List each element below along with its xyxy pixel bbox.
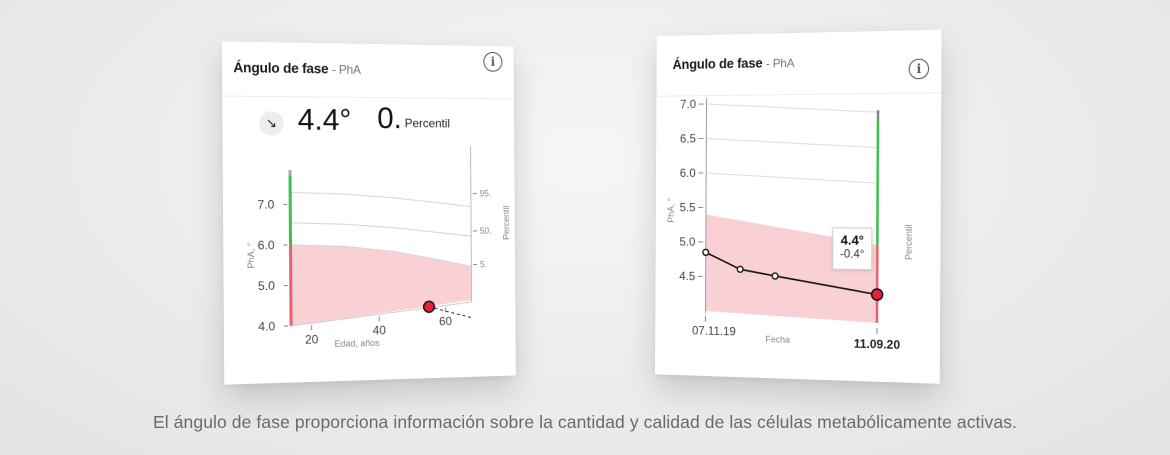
- percentile-curve-0: [290, 192, 471, 208]
- age-percentile-chart: 4.0 5.0 6.0 7.0 20 40 60 95. 50. 5. Edad, años PhA,…: [222, 41, 516, 384]
- percentile-tick-label: 5.: [480, 259, 487, 269]
- y2-axis-label: Percentil: [501, 206, 511, 240]
- percentile-tick-label: 50.: [480, 226, 492, 236]
- value-tooltip: 4.4° -0.4°: [832, 227, 872, 270]
- phase-angle-age-card: Ángulo de fase - PhA i ↘ 4.4° 0. Percent…: [222, 41, 516, 384]
- tooltip-delta: -0.4°: [833, 248, 871, 261]
- data-point: [737, 266, 743, 272]
- caption: El ángulo de fase proporciona informació…: [0, 412, 1170, 433]
- x-tick-label: 20: [305, 332, 319, 346]
- y-tick-label: 5.0: [679, 236, 695, 249]
- y-tick-label: 6.0: [258, 238, 275, 252]
- y-tick-label: 7.0: [680, 98, 696, 111]
- history-chart: 4.5 5.0 5.5 6.0 6.5 7.0 07.11.19 11.09.20 Fecha P…: [655, 30, 942, 384]
- data-point: [703, 249, 709, 255]
- current-point: [872, 289, 883, 300]
- percentile-curve-1: [290, 221, 471, 238]
- y-tick-label: 7.0: [257, 198, 274, 212]
- axis-red-segment: [291, 245, 292, 326]
- axis-green-segment: [877, 120, 878, 245]
- y-tick-label: 6.0: [680, 167, 696, 180]
- grid-line: [706, 102, 878, 114]
- y-tick-label: 5.5: [680, 201, 696, 214]
- x-axis-label: Fecha: [765, 334, 790, 345]
- grid-line: [706, 173, 878, 183]
- x-axis-label: Edad, años: [335, 338, 381, 349]
- tooltip-value: 4.4°: [833, 232, 871, 248]
- grid-line: [706, 138, 878, 149]
- x-tick-label: 07.11.19: [692, 324, 736, 338]
- y-tick-label: 6.5: [680, 132, 696, 145]
- phase-angle-history-card: Ángulo de fase - PhA i 4.5 5.0 5.5 6.0 6.5 7.…: [655, 30, 942, 384]
- y-axis-label: PhA, °: [666, 198, 676, 223]
- x-tick-label: 40: [373, 323, 386, 337]
- y-axis-label: PhA, °: [246, 242, 256, 269]
- x-tick-label: 60: [439, 314, 452, 328]
- y2-axis-label: Percentil: [903, 224, 914, 260]
- y-tick-label: 5.0: [258, 279, 275, 293]
- percentile-tick-label: 95.: [479, 189, 491, 199]
- y-tick-label: 4.0: [258, 319, 275, 334]
- y-tick-label: 4.5: [679, 270, 695, 283]
- current-point: [424, 301, 435, 312]
- x-tick-label: 11.09.20: [854, 337, 901, 352]
- data-point: [772, 273, 778, 279]
